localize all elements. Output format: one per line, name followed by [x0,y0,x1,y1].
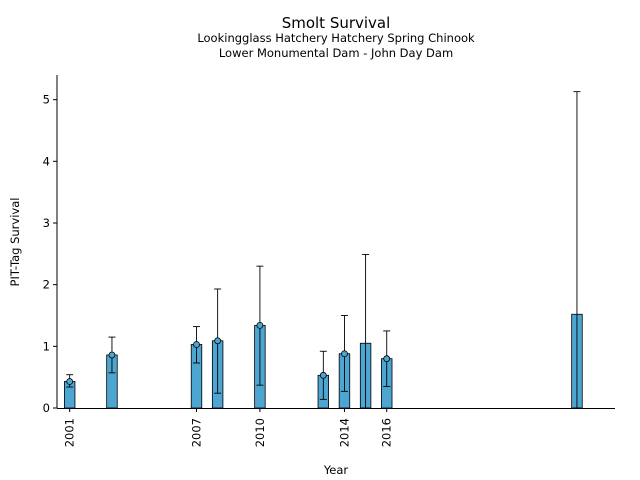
marker-series [66,321,391,385]
y-tick-label-2: 2 [43,278,50,292]
x-axis-label: Year [323,463,349,477]
x-tick-label-2010: 2010 [253,418,267,447]
marker-2007 [193,341,200,348]
x-tick-label-2014: 2014 [337,418,351,447]
marker-2016 [383,355,391,363]
x-tick-label-2016: 2016 [380,418,394,447]
x-tick-label-2001: 2001 [63,418,77,447]
error-bar-series [66,91,581,409]
marker-2010 [256,321,264,329]
x-tick-label-2007: 2007 [190,418,204,447]
marker-2003 [108,351,116,359]
y-tick-label-5: 5 [43,93,50,107]
chart-subtitle-line-1: Lookingglass Hatchery Hatchery Spring Ch… [197,31,475,45]
marker-2013 [319,371,327,379]
chart-title: Smolt Survival [282,14,391,32]
marker-2001 [66,378,74,385]
y-axis-label: PIT-Tag Survival [8,198,22,287]
marker-2008 [214,337,222,345]
y-tick-label-0: 0 [43,401,50,415]
chart-subtitle-line-2: Lower Monumental Dam - John Day Dam [219,46,453,60]
y-tick-label-4: 4 [43,154,50,168]
y-tick-label-1: 1 [43,339,50,353]
marker-2014 [341,350,348,358]
x-axis-ticks: 2001 2007 2010 2014 2016 [63,408,394,447]
y-axis-ticks: 0 1 2 3 4 5 [43,93,57,415]
y-tick-label-3: 3 [43,216,50,230]
